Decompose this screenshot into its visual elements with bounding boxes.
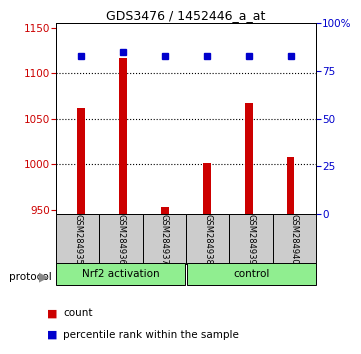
- Text: GSM284938: GSM284938: [203, 213, 212, 264]
- Text: percentile rank within the sample: percentile rank within the sample: [63, 330, 239, 339]
- Text: control: control: [233, 269, 270, 279]
- Text: GSM284940: GSM284940: [290, 213, 299, 264]
- Bar: [203, 163, 211, 214]
- Bar: [119, 58, 127, 214]
- Bar: [161, 207, 169, 214]
- Bar: [287, 157, 295, 214]
- Bar: [245, 103, 253, 214]
- Text: ■: ■: [47, 308, 57, 318]
- Text: count: count: [63, 308, 93, 318]
- Bar: [229, 214, 273, 264]
- Bar: [56, 214, 99, 264]
- Text: GSM284937: GSM284937: [160, 213, 169, 264]
- Bar: [186, 214, 229, 264]
- Text: Nrf2 activation: Nrf2 activation: [82, 269, 159, 279]
- Text: GSM284939: GSM284939: [247, 213, 255, 264]
- Text: ■: ■: [47, 330, 57, 339]
- Bar: [99, 214, 143, 264]
- Text: ▶: ▶: [39, 270, 49, 283]
- Title: GDS3476 / 1452446_a_at: GDS3476 / 1452446_a_at: [106, 9, 266, 22]
- Bar: [77, 108, 85, 214]
- Bar: [187, 263, 316, 285]
- Bar: [56, 263, 185, 285]
- Bar: [143, 214, 186, 264]
- Text: GSM284935: GSM284935: [73, 213, 82, 264]
- Text: GSM284936: GSM284936: [117, 213, 125, 264]
- Text: protocol: protocol: [9, 272, 52, 282]
- Bar: [273, 214, 316, 264]
